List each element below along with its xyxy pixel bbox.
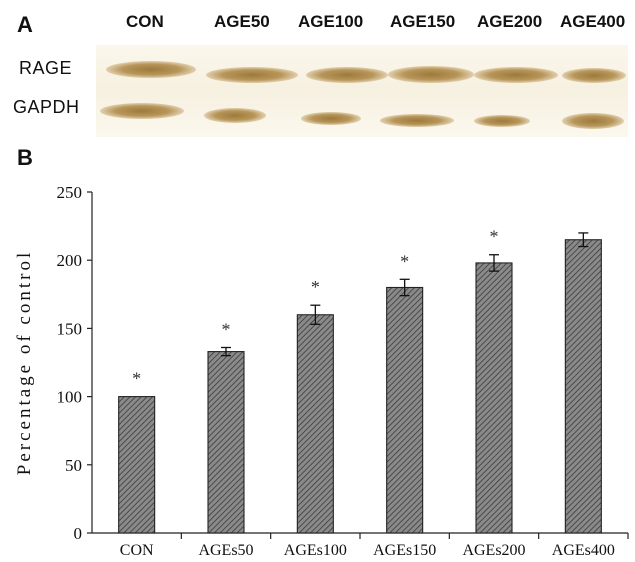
significance-mark: * <box>400 251 409 271</box>
y-tick-label: 0 <box>74 524 83 543</box>
rage-band-age150 <box>388 66 474 83</box>
gapdh-band-con <box>100 103 184 119</box>
rage-band-con <box>106 61 196 78</box>
significance-mark: * <box>132 369 141 389</box>
lane-header-con: CON <box>126 12 164 31</box>
significance-mark: * <box>222 319 231 339</box>
x-tick-label-ages200: AGEs200 <box>462 542 525 559</box>
y-tick-label: 250 <box>57 183 83 202</box>
western-blot-image <box>96 45 628 137</box>
x-tick-label-ages400: AGEs400 <box>552 542 615 559</box>
panel-a-label: A <box>17 12 33 37</box>
bar-ages400 <box>564 239 602 534</box>
gapdh-band-age150 <box>380 114 454 127</box>
lane-header-age150: AGE150 <box>390 12 456 31</box>
y-tick-label: 200 <box>57 251 83 270</box>
lane-header-age200: AGE200 <box>477 12 543 31</box>
rage-band-age100 <box>306 67 388 83</box>
significance-mark: * <box>311 277 320 297</box>
lane-header-age100: AGE100 <box>298 12 364 31</box>
gapdh-band-age400 <box>562 113 624 129</box>
bar-ages50 <box>207 351 245 534</box>
y-tick-label: 100 <box>57 388 83 407</box>
x-tick-label-ages100: AGEs100 <box>284 542 347 559</box>
y-axis-label: Percentage of control <box>14 250 35 475</box>
row-label-gapdh: GAPDH <box>13 97 80 117</box>
rage-band-age50 <box>206 67 298 83</box>
panel-b-label: B <box>17 145 33 170</box>
row-label-rage: RAGE <box>19 58 73 78</box>
y-tick-label: 150 <box>57 319 83 338</box>
lane-header-age50: AGE50 <box>214 12 270 31</box>
x-tick-label-con: CON <box>120 542 154 559</box>
significance-mark: * <box>490 227 499 247</box>
bar-ages150 <box>386 286 424 534</box>
bar-ages100 <box>296 314 334 534</box>
gapdh-band-age200 <box>474 115 530 127</box>
gapdh-band-age50 <box>204 108 266 123</box>
rage-band-age400 <box>562 68 626 83</box>
x-tick-label-ages50: AGEs50 <box>198 542 253 559</box>
rage-band-age200 <box>474 67 558 83</box>
bar-con <box>118 396 156 534</box>
bar-ages200 <box>475 262 513 534</box>
lane-header-age400: AGE400 <box>560 12 626 31</box>
x-tick-label-ages150: AGEs150 <box>373 542 436 559</box>
y-tick-label: 50 <box>65 456 82 475</box>
gapdh-band-age100 <box>301 112 361 125</box>
